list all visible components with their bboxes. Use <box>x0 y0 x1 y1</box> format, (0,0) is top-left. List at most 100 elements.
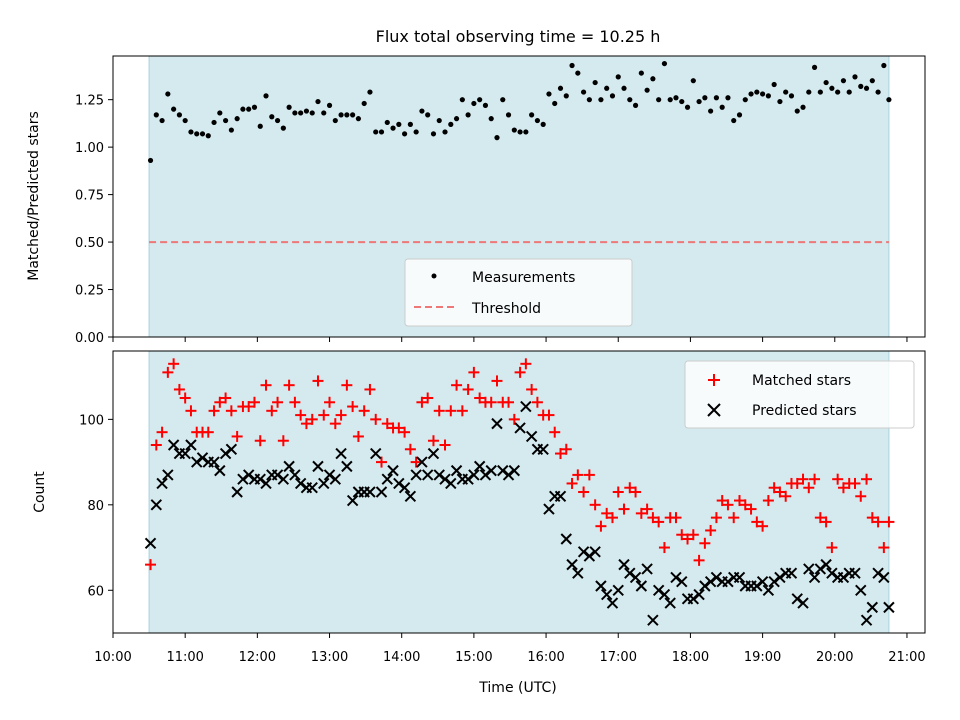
measurement-point <box>390 125 396 131</box>
measurement-point <box>863 85 870 91</box>
legend-matched-label: Matched stars <box>752 373 851 389</box>
matched-star-point <box>803 482 815 494</box>
predicted-x-b <box>543 503 555 515</box>
measurement-point <box>650 76 656 82</box>
matched-star-point <box>693 554 705 566</box>
top-y-tick-label: 0.25 <box>75 284 104 299</box>
predicted-star-point <box>826 567 838 579</box>
measurement-point <box>667 97 673 103</box>
predicted-star-point <box>144 537 157 549</box>
measurement-point <box>835 89 841 95</box>
measurement-point <box>886 97 892 103</box>
x-axis-label: Time (UTC) <box>478 680 556 696</box>
measurement-point <box>222 117 229 124</box>
matched-star-point <box>514 366 526 378</box>
predicted-star-point <box>652 584 665 596</box>
predicted-star-point <box>277 473 290 485</box>
measurement-point <box>569 62 575 69</box>
predicted-star-point <box>271 469 284 481</box>
predicted-x-b <box>260 477 272 490</box>
predicted-star-point <box>849 567 861 579</box>
count-points <box>144 358 895 626</box>
predicted-x-b <box>837 571 850 584</box>
matched-star-point <box>277 435 289 447</box>
predicted-star-point <box>387 464 399 477</box>
predicted-star-point <box>346 494 359 507</box>
x-tick-label: 21:00 <box>888 650 925 665</box>
predicted-x-b <box>878 571 890 584</box>
measurement-point <box>315 98 321 105</box>
top-y-tick-label: 1.25 <box>75 94 104 109</box>
x-tick-label: 20:00 <box>816 650 853 665</box>
matched-star-point <box>295 409 307 421</box>
matched-star-point <box>352 430 364 442</box>
measurement-point <box>656 97 662 103</box>
predicted-x-b <box>196 452 209 464</box>
measurement-point <box>303 108 310 114</box>
predicted-star-point <box>329 473 342 485</box>
predicted-star-point <box>820 558 832 571</box>
measurement-point <box>731 117 737 124</box>
matched-star-point <box>468 366 480 378</box>
matched-star-point <box>485 396 497 408</box>
predicted-star-point <box>855 584 867 596</box>
matched-star-point <box>243 401 255 413</box>
x-tick-label: 17:00 <box>600 650 637 665</box>
measurement-point <box>552 100 558 107</box>
predicted-x-b <box>485 464 497 477</box>
predicted-star-point <box>577 546 590 558</box>
predicted-x-b <box>658 588 671 601</box>
x-tick-label: 18:00 <box>672 650 709 665</box>
measurement-point <box>615 74 621 80</box>
legend-measurements-label: Measurements <box>472 270 575 286</box>
matched-star-point <box>809 473 821 485</box>
predicted-x-b <box>225 443 238 455</box>
x-tick-label: 12:00 <box>239 650 276 665</box>
predicted-x-b <box>341 460 353 473</box>
matched-star-point <box>612 486 624 498</box>
predicted-x-b <box>554 490 567 502</box>
predicted-x-b <box>289 469 301 481</box>
predicted-star-point <box>560 533 572 545</box>
bottom-y-tick-label: 80 <box>87 499 104 514</box>
predicted-x-b <box>762 584 775 596</box>
predicted-x-b <box>502 469 515 481</box>
predicted-x-b <box>733 571 746 584</box>
matched-star-point <box>445 405 457 417</box>
predicted-star-point <box>323 469 336 481</box>
predicted-star-point <box>537 443 549 455</box>
matched-star-point <box>393 422 405 434</box>
predicted-x-b <box>722 576 734 588</box>
predicted-x-b <box>231 486 243 498</box>
matched-star-point <box>324 396 336 408</box>
matched-star-point <box>687 529 699 541</box>
bottom-x-ticks: 10:00 11:00 12:00 13:00 14:00 15:00 16:00 17:00… <box>94 633 926 665</box>
predicted-x-b <box>214 464 226 477</box>
matched-star-point <box>606 512 618 524</box>
matched-star-point <box>185 405 197 417</box>
top-panel: 0.00 0.25 0.50 0.75 1.00 1.25 Matched/Predict… <box>26 55 926 346</box>
measurement-point <box>661 60 668 67</box>
matched-star-point <box>179 392 191 404</box>
measurement-point <box>465 112 471 118</box>
matched-star-point <box>780 490 792 502</box>
top-y-tick-label: 1.00 <box>75 141 104 156</box>
predicted-star-point <box>629 571 642 584</box>
matched-star-point <box>861 473 873 485</box>
predicted-x-b <box>283 460 295 473</box>
legend-matched-marker <box>708 374 720 386</box>
measurement-point <box>598 97 604 103</box>
predicted-x-b <box>167 439 180 451</box>
predicted-star-point <box>335 447 347 460</box>
measurement-point <box>725 95 731 101</box>
matched-star-point <box>837 482 849 494</box>
matched-star-point <box>682 533 694 545</box>
predicted-x-b <box>560 533 572 545</box>
predicted-x-b <box>826 567 838 579</box>
predicted-star-point <box>208 456 220 468</box>
measurement-point <box>228 127 234 133</box>
predicted-x-b <box>751 580 763 592</box>
predicted-star-point <box>375 486 388 498</box>
predicted-star-point <box>416 456 428 468</box>
predicted-x-b <box>473 460 486 473</box>
